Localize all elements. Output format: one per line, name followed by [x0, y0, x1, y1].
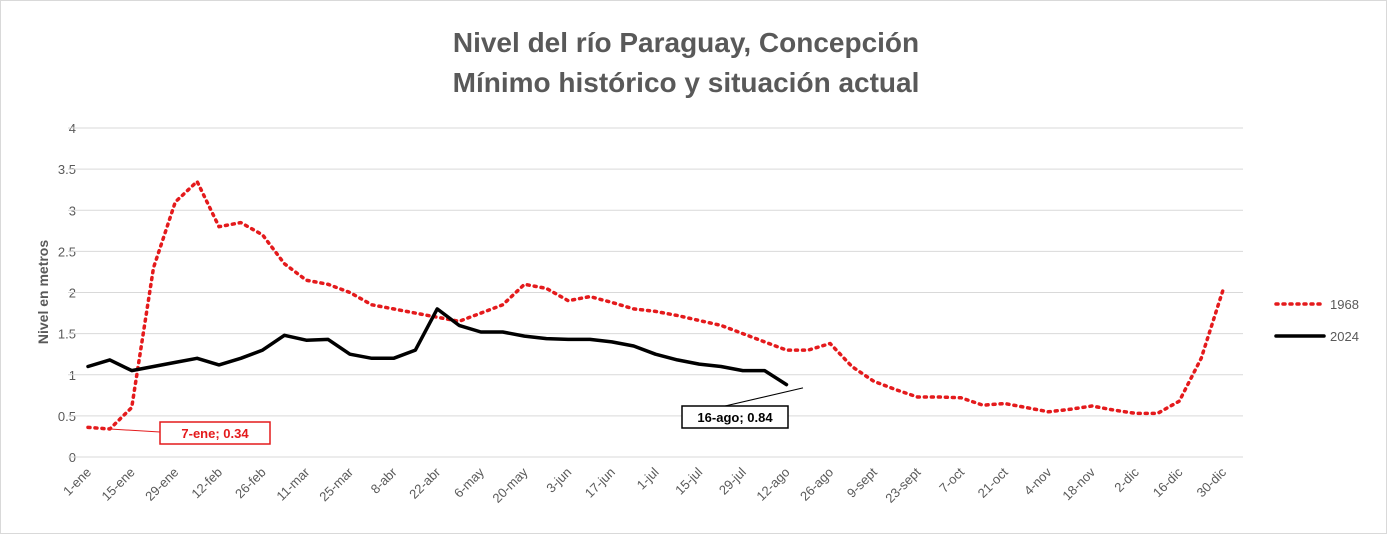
series-line	[86, 307, 789, 387]
annotation-box	[159, 421, 271, 445]
chart-title: Mínimo histórico y situación actual	[453, 67, 920, 98]
series-line	[86, 179, 1225, 431]
legend-label: 1968	[1330, 297, 1359, 312]
annotation-label: 16-ago; 0.84	[697, 410, 773, 425]
annotation-label: 7-ene; 0.34	[181, 426, 249, 441]
legend-label: 2024	[1330, 329, 1359, 344]
y-axis-label: Nivel en metros	[35, 240, 51, 344]
y-tick-label: 2.5	[58, 244, 76, 259]
annotation-box	[681, 405, 789, 429]
y-tick-label: 3.5	[58, 162, 76, 177]
chart-title: Nivel del río Paraguay, Concepción	[453, 27, 919, 58]
y-tick-label: 0.5	[58, 409, 76, 424]
y-tick-label: 1.5	[58, 327, 76, 342]
annotation-leader	[109, 428, 161, 433]
